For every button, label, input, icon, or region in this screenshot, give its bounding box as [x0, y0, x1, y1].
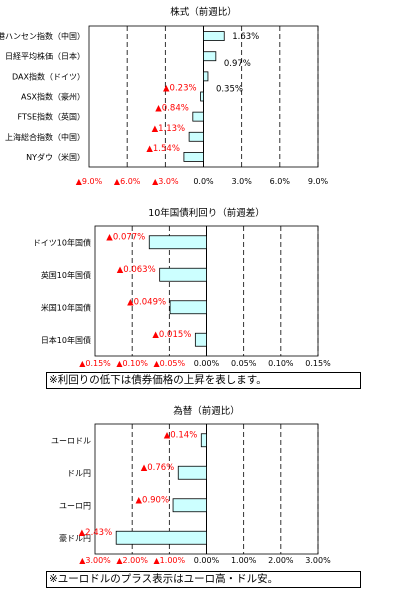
chart3-data-label: ▲0.76% [141, 463, 175, 473]
chart3-bar [172, 498, 207, 513]
chart1-category-label: 上海総合指数（中国） [5, 132, 85, 142]
chart3-category-label: ユーロ円 [59, 501, 91, 510]
chart2-data-label: ▲0.063% [117, 265, 156, 275]
chart3-tick-label: 1.00% [231, 556, 257, 565]
chart1-tick-label: 6.0% [270, 177, 291, 186]
chart2-data-label: ▲0.015% [152, 330, 191, 340]
chart1-bar [183, 152, 204, 162]
chart2-tick-label: ▲0.10% [116, 359, 148, 368]
chart2-category-label: 英国10年国債 [41, 270, 91, 280]
chart1-data-label: ▲0.84% [155, 104, 189, 114]
chart3-tick-label: ▲3.00% [79, 556, 111, 565]
chart1-category-label: FTSE指数（英国） [18, 112, 85, 122]
chart2-data-label: ▲0.049% [127, 297, 166, 307]
chart3-data-label: ▲0.14% [164, 430, 198, 440]
chart3-title: 為替（前週比） [173, 405, 240, 417]
chart2-bar [194, 332, 207, 347]
chart1-data-label: 0.97% [224, 59, 251, 69]
chart2-bar [148, 235, 207, 250]
chart1-category-label: 香港ハンセン指数（中国） [0, 31, 85, 41]
chart3-category-label: 豪ドル円 [59, 533, 91, 543]
chart3-data-label: ▲2.43% [79, 528, 113, 538]
chart1-data-label: ▲1.13% [152, 124, 186, 134]
chart1-tick-label: ▲3.0% [152, 177, 179, 186]
chart3-tick-label: ▲1.00% [154, 556, 186, 565]
chart3-bar [177, 465, 207, 480]
chart1-bar [192, 111, 204, 122]
chart1-bar [203, 31, 225, 41]
chart3-tick-label: ▲2.00% [116, 556, 148, 565]
chart1-bar [203, 51, 217, 62]
chart1-bar [200, 91, 204, 102]
chart3-tick-label: 3.00% [305, 556, 331, 565]
chart2-category-label: ドイツ10年国債 [33, 237, 91, 247]
chart1-data-label: ▲0.23% [163, 84, 197, 94]
chart2-bar [169, 300, 207, 315]
chart2-tick-label: ▲0.05% [154, 359, 186, 368]
chart2-tick-label: 0.10% [268, 359, 294, 368]
chart1-title: 株式（前週比） [170, 6, 237, 18]
chart3-data-label: ▲0.90% [136, 495, 170, 505]
chart3-bar [200, 433, 207, 448]
chart2-tick-label: 0.00% [194, 359, 220, 368]
chart1-category-label: 日経平均株価（日本） [5, 51, 85, 61]
chart1-tick-label: 0.0% [193, 177, 214, 186]
chart2-data-label: ▲0.077% [106, 232, 145, 242]
chart3-tick-label: 2.00% [268, 556, 294, 565]
chart1-category-label: NYダウ（米国） [26, 152, 85, 162]
chart2-tick-label: 0.15% [305, 359, 331, 368]
chart2-category-label: 米国10年国債 [41, 302, 91, 312]
chart3-category-label: ドル円 [67, 469, 91, 478]
chart1-tick-label: ▲9.0% [76, 177, 103, 186]
chart1-bar [203, 71, 209, 82]
chart2-note: ※利回りの低下は債券価格の上昇を表します。 [46, 372, 361, 389]
chart1-tick-label: ▲6.0% [114, 177, 141, 186]
chart1-tick-label: 9.0% [308, 177, 329, 186]
chart1-data-label: 0.35% [216, 84, 243, 94]
chart3-category-label: ユーロドル [51, 436, 91, 445]
chart3-bar [115, 530, 207, 545]
chart1-category-label: DAX指数（ドイツ） [12, 71, 85, 81]
chart2-category-label: 日本10年国債 [41, 335, 91, 345]
chart1-category-label: ASX指数（豪州） [21, 92, 85, 102]
chart1-bar [188, 131, 204, 142]
chart2-bar [159, 267, 207, 282]
chart3-tick-label: 0.00% [194, 556, 220, 565]
chart2-tick-label: 0.05% [231, 359, 257, 368]
chart1-tick-label: 3.0% [232, 177, 253, 186]
chart2-tick-label: ▲0.15% [79, 359, 111, 368]
chart1-data-label: ▲1.54% [146, 144, 180, 154]
chart2-title: 10年国債利回り（前週差） [148, 207, 265, 219]
chart3-note: ※ユーロドルのプラス表示はユーロ高・ドル安。 [46, 571, 361, 588]
chart1-data-label: 1.63% [232, 32, 259, 42]
